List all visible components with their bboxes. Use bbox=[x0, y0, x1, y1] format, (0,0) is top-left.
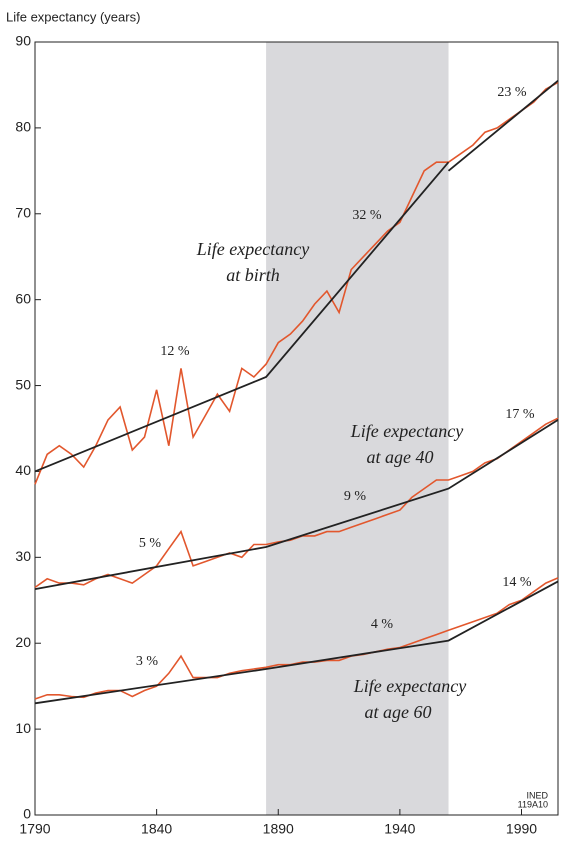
y-tick-label: 70 bbox=[15, 204, 31, 220]
annotation: at age 60 bbox=[365, 702, 432, 722]
annotation: Life expectancy bbox=[353, 676, 466, 696]
annotation: 14 % bbox=[502, 575, 532, 590]
annotation: 23 % bbox=[497, 85, 527, 100]
annotation: at birth bbox=[226, 265, 280, 285]
annotation: 32 % bbox=[352, 208, 382, 223]
y-tick-label: 0 bbox=[23, 806, 31, 822]
x-tick-label: 1890 bbox=[263, 821, 294, 837]
annotation: 12 % bbox=[160, 344, 190, 359]
series-line bbox=[34, 81, 559, 485]
annotation: at age 40 bbox=[367, 447, 434, 467]
series-line bbox=[447, 80, 559, 172]
y-tick-label: 90 bbox=[15, 33, 31, 49]
series-line bbox=[34, 161, 450, 473]
y-tick-label: 20 bbox=[15, 634, 31, 650]
y-axis-label: Life expectancy (years) bbox=[6, 9, 140, 24]
y-tick-label: 50 bbox=[15, 376, 31, 392]
series-line bbox=[34, 419, 559, 590]
x-tick-label: 1940 bbox=[384, 821, 415, 837]
y-tick-label: 80 bbox=[15, 119, 31, 135]
annotation: 9 % bbox=[344, 489, 367, 504]
annotation: 17 % bbox=[505, 407, 535, 422]
x-tick-label: 1990 bbox=[506, 821, 537, 837]
y-tick-label: 10 bbox=[15, 720, 31, 736]
annotation: 3 % bbox=[136, 654, 159, 669]
annotation: 4 % bbox=[371, 617, 394, 632]
plot-frame bbox=[34, 41, 559, 816]
annotation: Life expectancy bbox=[196, 239, 309, 259]
x-tick-label: 1840 bbox=[141, 821, 172, 837]
x-tick-label: 1790 bbox=[19, 821, 50, 837]
y-tick-label: 40 bbox=[15, 462, 31, 478]
annotation: Life expectancy bbox=[350, 421, 463, 441]
y-tick-label: 30 bbox=[15, 548, 31, 564]
shaded-period bbox=[266, 42, 449, 815]
series-line bbox=[34, 580, 559, 705]
y-tick-label: 60 bbox=[15, 290, 31, 306]
annotation: 119A10 bbox=[518, 799, 548, 809]
annotation: INED bbox=[526, 790, 548, 800]
annotation: 5 % bbox=[139, 536, 162, 551]
